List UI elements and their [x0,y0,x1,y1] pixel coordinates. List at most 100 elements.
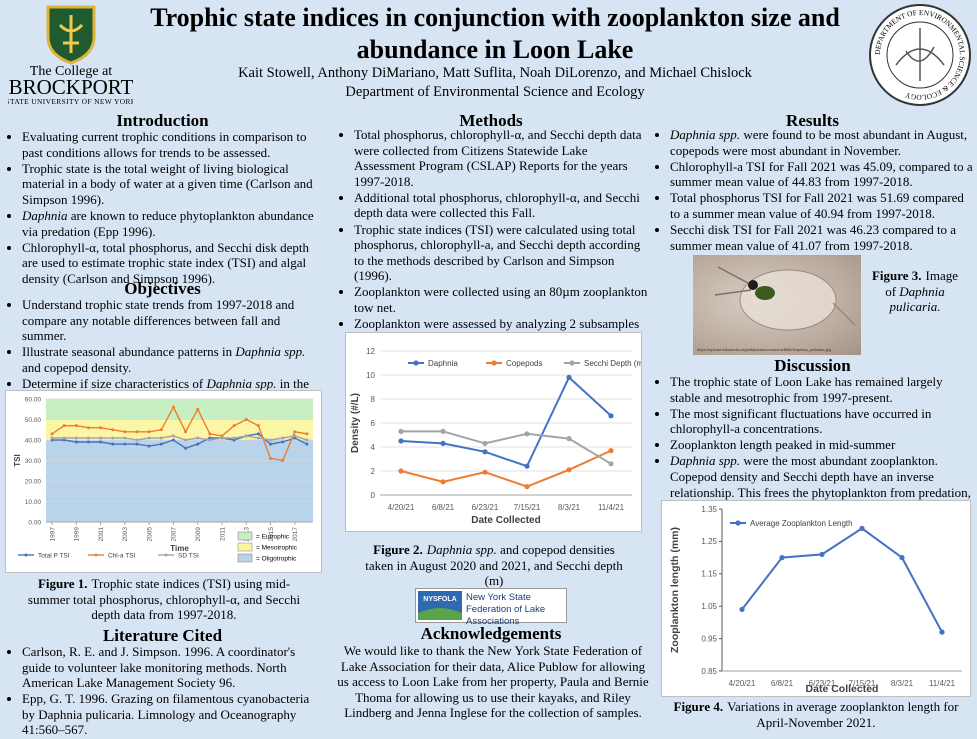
data-point [135,438,139,442]
data-point [269,442,273,446]
photo-credit: https://upload.wikimedia.org/wikipedia/c… [697,347,832,352]
reference-list: Carlson, R. E. and J. Simpson. 1996. A c… [0,644,322,739]
legend-label: Daphnia [428,359,458,368]
data-point [123,436,127,440]
bullet-list: Total phosphorus, chlorophyll-α, and Sec… [332,127,648,348]
data-point [524,463,530,469]
data-point [208,432,212,436]
legend-label: SD TSI [178,552,199,559]
x-tick-label: 2003 [122,527,129,542]
data-point [566,374,572,380]
data-point [74,424,78,428]
data-point [440,479,446,485]
text: Chlorophyll-a TSI for Fall 2021 was 45.0… [670,158,973,190]
data-point [819,551,825,557]
x-tick-label: 2001 [98,527,105,542]
data-point [232,438,236,442]
trophic-band [46,419,313,440]
data-point [220,436,224,440]
data-point [281,436,285,440]
x-axis-title: Time [170,544,189,553]
data-point [293,430,297,434]
x-tick-label: 7/15/21 [514,503,541,512]
bullet: Chlorophyll-a TSI for Fall 2021 was 45.0… [648,159,974,190]
italic-text: Daphnia spp. [206,375,277,391]
length-chart: 0.85 0.95 1.05 1.15 1.25 1.35 4/20/21 6/8/21 6/2… [661,500,971,697]
x-tick-label: 6/8/21 [432,503,455,512]
data-point [135,442,139,446]
data-point [50,438,54,442]
college-line1: The College at [30,64,113,79]
bullet: Zooplankton length peaked in mid-summer [648,437,974,453]
bullet: Additional total phosphorus, chlorophyll… [332,190,648,221]
data-point [305,442,309,446]
data-point [269,456,273,460]
y-tick-label: 4 [371,443,376,452]
data-point [859,525,865,532]
data-point [232,436,236,440]
data-point [608,461,614,467]
data-point [608,413,614,419]
legend-label: = Eutrophic [256,533,290,540]
y-axis-title: Density (#/L) [350,393,361,453]
data-point [184,430,188,434]
italic-text: Daphnia [22,207,68,223]
data-point [482,440,488,446]
nysfola-name: New York State Federation of Lake Associ… [466,592,546,627]
text: Carlson, R. E. and J. Simpson. 1996. A c… [22,644,296,691]
data-point [99,440,103,444]
data-point [147,436,151,440]
y-axis-title: Zooplankton length (mm) [669,527,681,653]
nysfola-logo: NYSFOLA New York State Federation of Lak… [415,588,567,627]
legend-swatch [237,542,253,552]
text: and copepod densities taken in August 20… [365,542,623,588]
legend-label: Secchi Depth (m) [584,359,642,368]
bullet-list: Understand trophic state trends from 199… [0,297,322,408]
college-logo: The College at BROCKPORT STATE UNIVERSIT… [8,5,133,106]
text: Image of [885,268,959,299]
section-heading: Acknowledgements [420,624,562,643]
y-tick-label: 10.00 [25,499,42,506]
italic-text: Daphnia spp. [426,542,497,557]
data-point [482,469,488,475]
data-point [62,438,66,442]
text: Chlorophyll-α, total phosphorus, and Sec… [22,239,310,286]
section-heading: Introduction [116,111,209,130]
bullet: Daphnia are known to reduce phytoplankto… [0,208,322,239]
y-tick-label: 20.00 [25,478,42,485]
data-point [50,436,54,440]
data-point [256,424,260,428]
legend-marker [413,360,419,366]
tsi-chart: 0.00 10.00 20.00 30.00 40.00 50.00 60.00 1997 19… [5,390,322,573]
section-heading: Literature Cited [102,626,223,645]
authors: Kait Stowell, Anthony DiMariano, Matt Su… [238,65,752,81]
bullet: Daphnia spp. were the most abundant zoop… [648,453,974,515]
text: Trophic state indices (TSI) using mid-su… [27,576,301,622]
x-tick-label: 2017 [292,527,299,542]
x-tick-label: 8/3/21 [558,503,581,512]
data-point [86,440,90,444]
daphnia-photo: https://upload.wikimedia.org/wikipedia/c… [693,255,861,355]
bullet: Daphnia spp. were found to be most abund… [648,127,974,158]
x-tick-label: 1997 [49,527,56,542]
text: Secchi disk TSI for Fall 2021 was 46.23 … [670,222,957,253]
data-point [159,442,163,446]
bullet-list: Evaluating current trophic conditions in… [0,129,322,287]
italic-text: Daphnia spp. [235,344,306,360]
y-tick-label: 0.00 [28,519,41,526]
figure-caption: Figure 2. Daphnia spp. and copepod densit… [360,542,628,589]
data-point [208,436,212,440]
data-point [739,606,745,613]
text: The trophic state of Loon Lake has remai… [670,374,943,405]
x-tick-label: 4/20/21 [388,503,415,512]
text: Zooplankton length peaked in mid-summer [670,437,896,453]
text: Determine if size characteristics of [22,375,207,391]
bullet: Understand trophic state trends from 199… [0,297,322,344]
data-point [899,555,905,561]
bullet: Total phosphorus, chlorophyll-α, and Sec… [332,127,648,189]
section-heading: Methods [459,111,523,130]
italic-text: Daphnia pulicaria. [889,283,945,315]
daphnia-drawing [714,266,856,331]
text: Trophic state indices (TSI) were calcula… [354,221,641,284]
